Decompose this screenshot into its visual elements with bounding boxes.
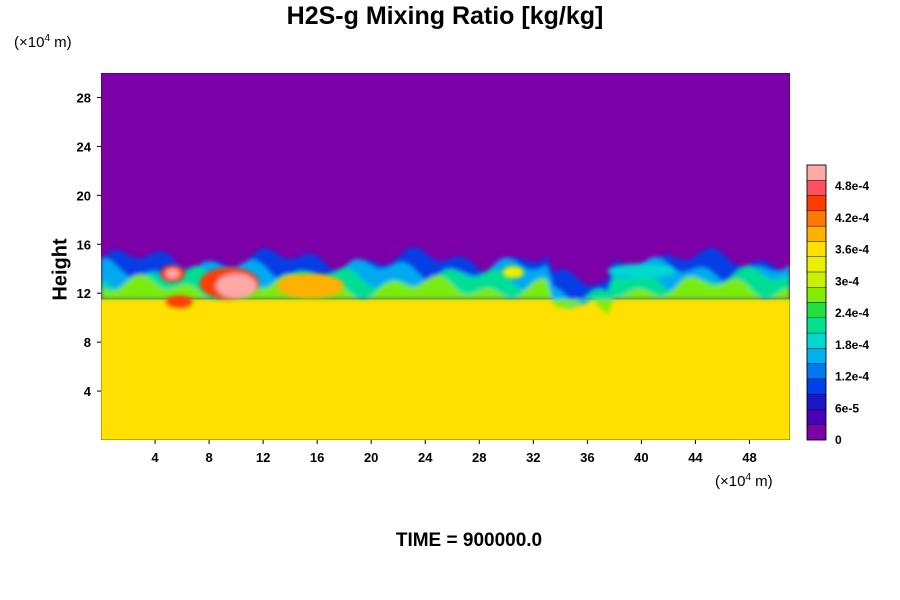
colorbar-tick-label: 4.8e-4 [835, 179, 869, 193]
colorbar-segment [806, 317, 827, 334]
colorbar-segment [806, 256, 827, 273]
colorbar-segment [806, 287, 827, 303]
hot-patch [502, 266, 524, 279]
colorbar-segment [806, 195, 827, 212]
colorbar-segment [806, 302, 827, 318]
y-unit-exp: 4 [44, 33, 51, 44]
hot-patch [276, 273, 345, 299]
hot-patch [165, 295, 193, 308]
mixing-layer-green [101, 273, 790, 316]
colorbar: 0 6e-5 1.2e-4 1.8e-4 2.4e-4 3e-4 3.6e-4 4.2e-4 4… [806, 164, 869, 447]
colorbar-segment [806, 424, 827, 441]
colorbar-tick-label: 4.2e-4 [835, 211, 869, 225]
colorbar-tick-label: 3.6e-4 [835, 243, 869, 257]
x-tick-label: 20 [364, 450, 378, 465]
x-tick-label: 12 [256, 450, 270, 465]
time-label: TIME = 900000.0 [395, 530, 543, 551]
colorbar-segment [806, 164, 827, 181]
hot-patch [607, 263, 676, 279]
y-tick-label: 12 [77, 286, 91, 301]
y-tick-label: 4 [84, 384, 92, 399]
hot-patch [215, 273, 257, 299]
y-tick-label: 24 [77, 139, 92, 154]
y-tick-label: 28 [77, 90, 91, 105]
x-tick-label: 24 [418, 450, 433, 465]
x-unit-base: (×10 [715, 473, 746, 490]
colorbar-tick-label: 3e-4 [835, 274, 859, 288]
x-axis-ticks: 4 8 12 16 20 24 28 32 36 40 44 48 [151, 440, 757, 465]
colorbar-segment [806, 180, 827, 196]
y-axis-unit: (×104 m) [14, 33, 72, 51]
x-tick-label: 4 [151, 450, 159, 465]
x-tick-label: 40 [634, 450, 648, 465]
heatmap-field [101, 73, 790, 440]
colorbar-tick-label: 1.2e-4 [835, 370, 869, 384]
hot-patches [160, 263, 676, 308]
colorbar-segment [806, 409, 827, 425]
colorbar-segment [806, 210, 827, 227]
y-tick-label: 16 [77, 237, 91, 252]
x-tick-label: 48 [742, 450, 756, 465]
x-tick-label: 44 [688, 450, 703, 465]
hot-patch [165, 268, 180, 279]
y-axis-ticks: 4 8 12 16 20 24 28 [77, 90, 101, 399]
x-tick-label: 8 [205, 450, 212, 465]
colorbar-segment [806, 348, 827, 364]
colorbar-segment [806, 393, 827, 410]
y-unit-base: (×10 [14, 34, 45, 51]
colorbar-segment [806, 225, 827, 242]
y-tick-label: 20 [77, 188, 91, 203]
colorbar-tick-label: 1.8e-4 [835, 338, 869, 352]
y-tick-label: 8 [84, 335, 91, 350]
x-axis-unit: (×104 m) [715, 472, 773, 490]
x-tick-label: 28 [472, 450, 486, 465]
x-tick-label: 16 [310, 450, 324, 465]
x-unit-tail: m) [751, 473, 773, 490]
colorbar-tick-label: 2.4e-4 [835, 306, 869, 320]
x-tick-label: 36 [580, 450, 594, 465]
colorbar-frame [806, 164, 827, 441]
colorbar-segment [806, 241, 827, 257]
lower-region [101, 299, 790, 440]
x-unit-exp: 4 [745, 472, 752, 483]
y-unit-tail: m) [50, 34, 72, 51]
chart-title: H2S-g Mixing Ratio [kg/kg] [286, 2, 604, 30]
colorbar-segment [806, 332, 827, 349]
x-tick-label: 32 [526, 450, 540, 465]
colorbar-segment [806, 378, 827, 395]
colorbar-tick-label: 0 [835, 433, 842, 447]
colorbar-segment [806, 363, 827, 380]
colorbar-tick-label: 6e-5 [835, 401, 859, 415]
colorbar-segment [806, 271, 827, 288]
